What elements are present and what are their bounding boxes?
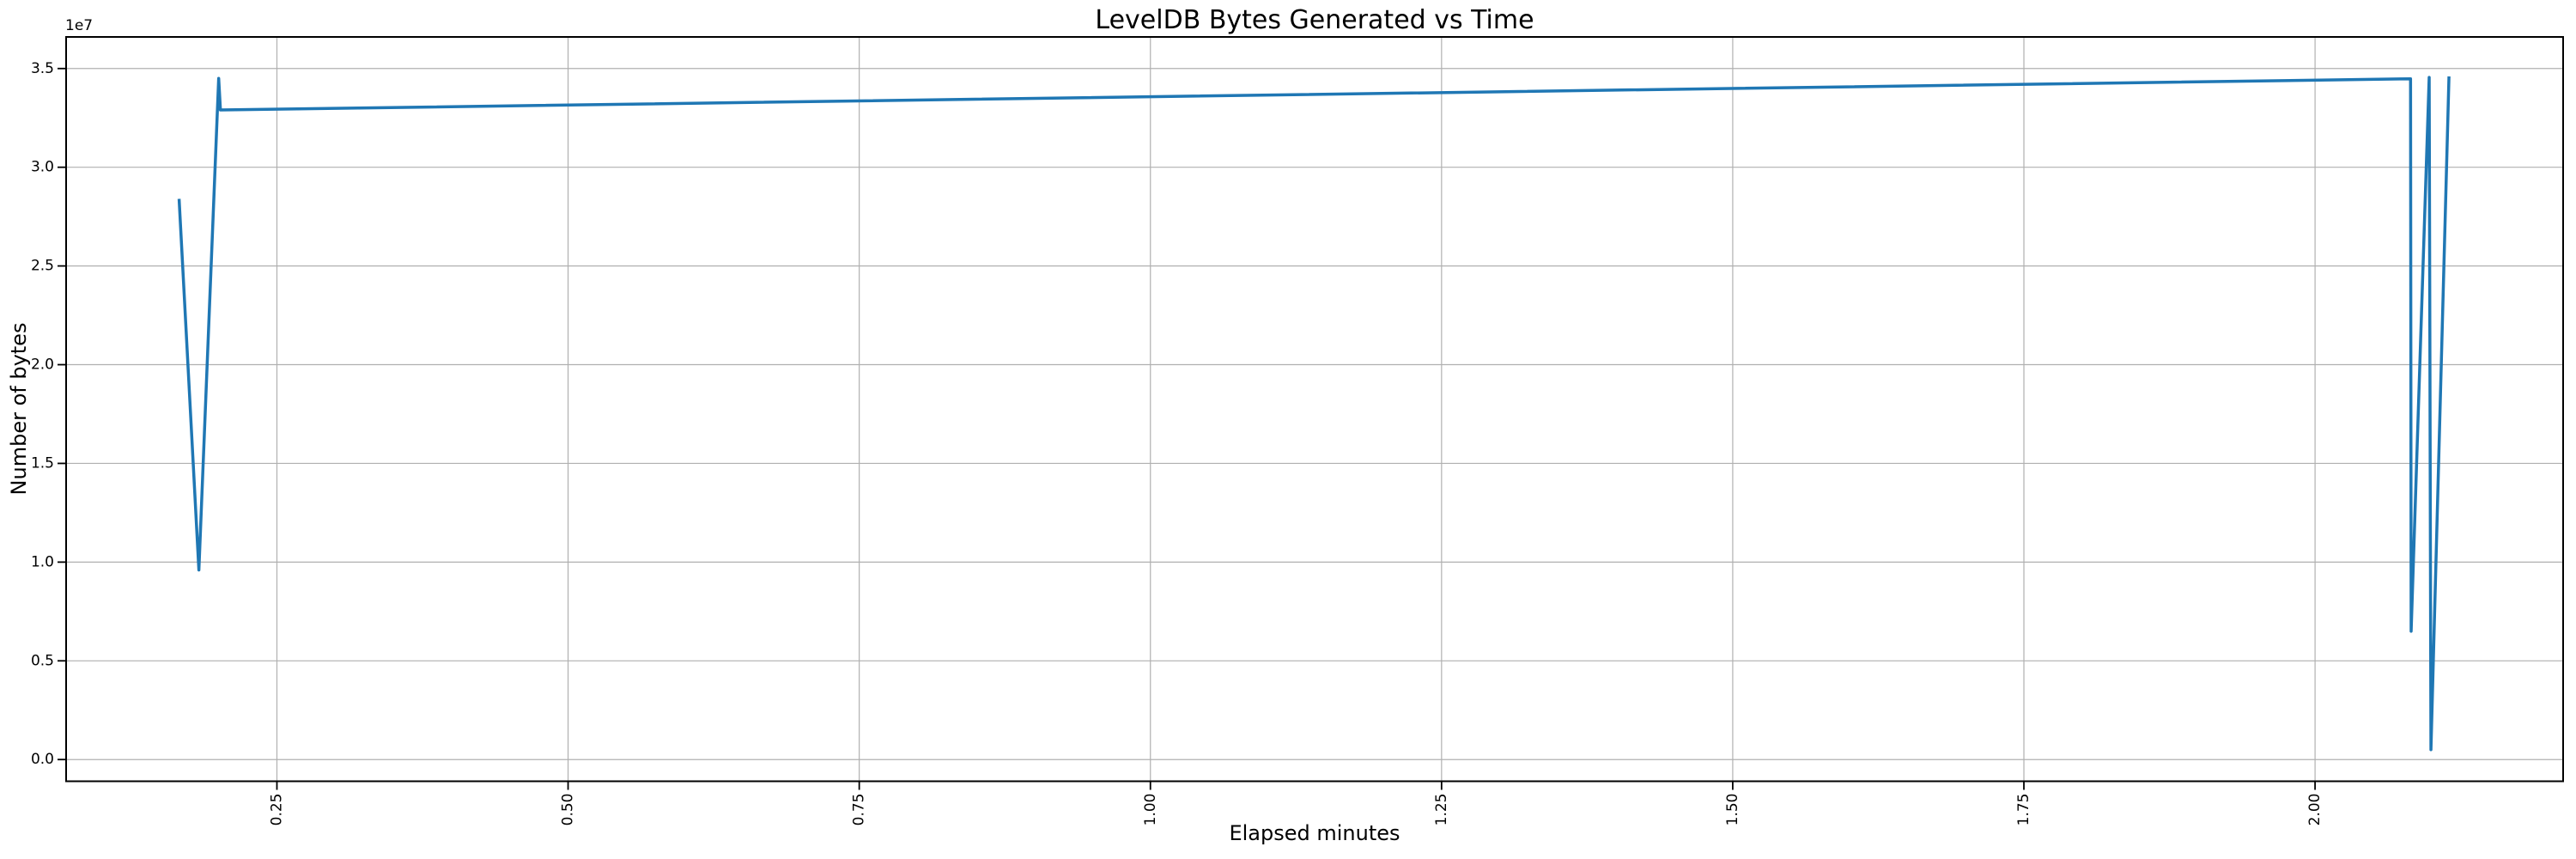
chart-title: LevelDB Bytes Generated vs Time xyxy=(1095,5,1534,35)
x-tick-label: 2.00 xyxy=(2306,794,2324,826)
y-tick-label: 1.5 xyxy=(31,454,54,472)
y-tick-label: 1.0 xyxy=(31,553,54,570)
y-tick-label: 0.5 xyxy=(31,652,54,669)
x-tick-label: 0.25 xyxy=(268,794,285,826)
x-tick-label: 1.75 xyxy=(2015,794,2032,826)
y-axis-offset-label: 1e7 xyxy=(65,17,94,34)
axes-spines xyxy=(65,36,2564,783)
y-axis-label: Number of bytes xyxy=(7,322,31,496)
y-tick-label: 2.0 xyxy=(31,356,54,374)
x-axis-label: Elapsed minutes xyxy=(1229,821,1400,845)
y-tick-label: 0.0 xyxy=(31,751,54,768)
x-tick-label: 0.50 xyxy=(560,794,577,826)
y-tick-label: 2.5 xyxy=(31,258,54,275)
x-tick-label: 1.25 xyxy=(1433,794,1450,826)
y-tick-label: 3.0 xyxy=(31,159,54,176)
x-tick-label: 1.00 xyxy=(1142,794,1159,826)
data-line xyxy=(177,76,2451,752)
x-tick-label: 1.50 xyxy=(1724,794,1741,826)
y-tick-label: 3.5 xyxy=(31,60,54,77)
x-tick-label: 0.75 xyxy=(851,794,868,826)
